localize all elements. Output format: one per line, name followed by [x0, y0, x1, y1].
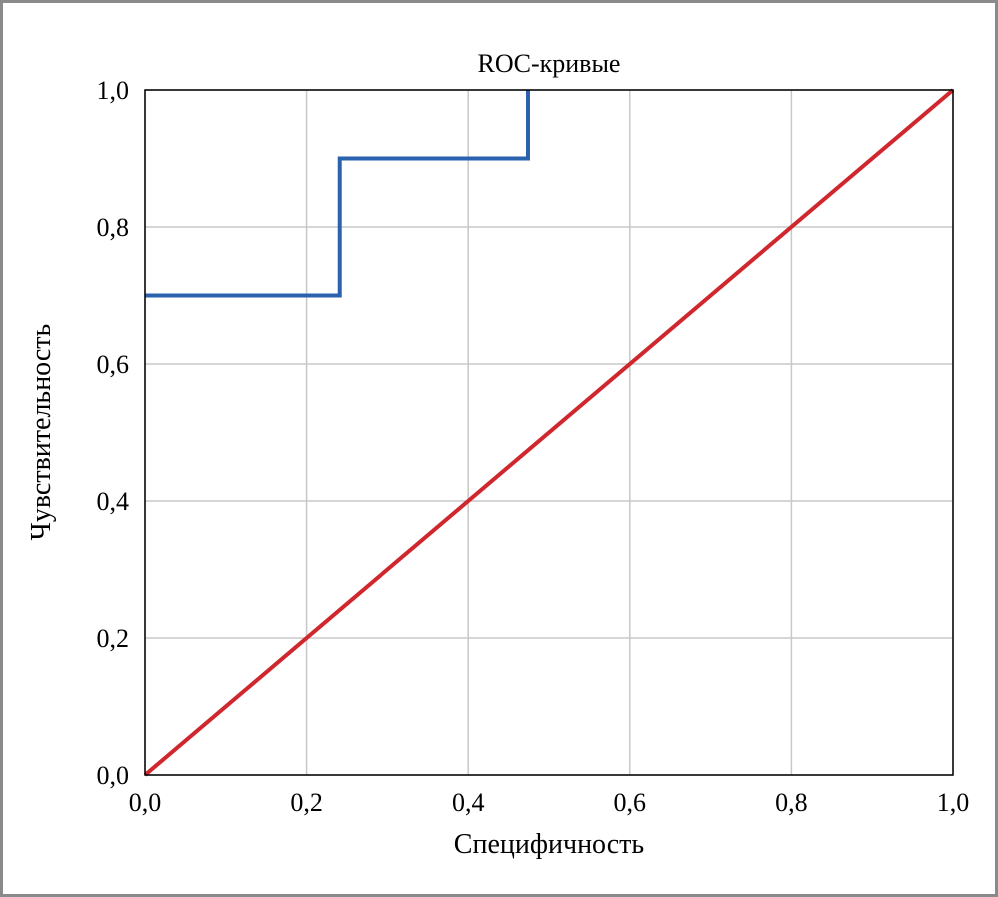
x-tick-label: 1,0: [937, 788, 970, 817]
plot-border: [144, 89, 954, 776]
y-tick-label: 0,2: [97, 624, 130, 653]
x-tick-label: 0,0: [129, 788, 162, 817]
series-line-ROC: [145, 90, 530, 298]
x-tick-label: 0,2: [290, 788, 323, 817]
y-tick-label: 0,0: [97, 761, 130, 790]
x-axis-label: Специфичность: [454, 829, 644, 860]
y-tick-label: 0,8: [97, 213, 130, 242]
chart-title: ROC-кривые: [478, 49, 621, 78]
x-tick-label: 0,4: [452, 788, 485, 817]
y-tick-label: 1,0: [97, 76, 130, 105]
x-tick-label: 0,8: [775, 788, 808, 817]
x-tick-label: 0,6: [614, 788, 647, 817]
y-axis-label: Чувствительность: [26, 324, 57, 541]
series-line-reference: [143, 88, 955, 777]
y-tick-label: 0,6: [97, 350, 130, 379]
y-tick-label: 0,4: [97, 487, 130, 516]
